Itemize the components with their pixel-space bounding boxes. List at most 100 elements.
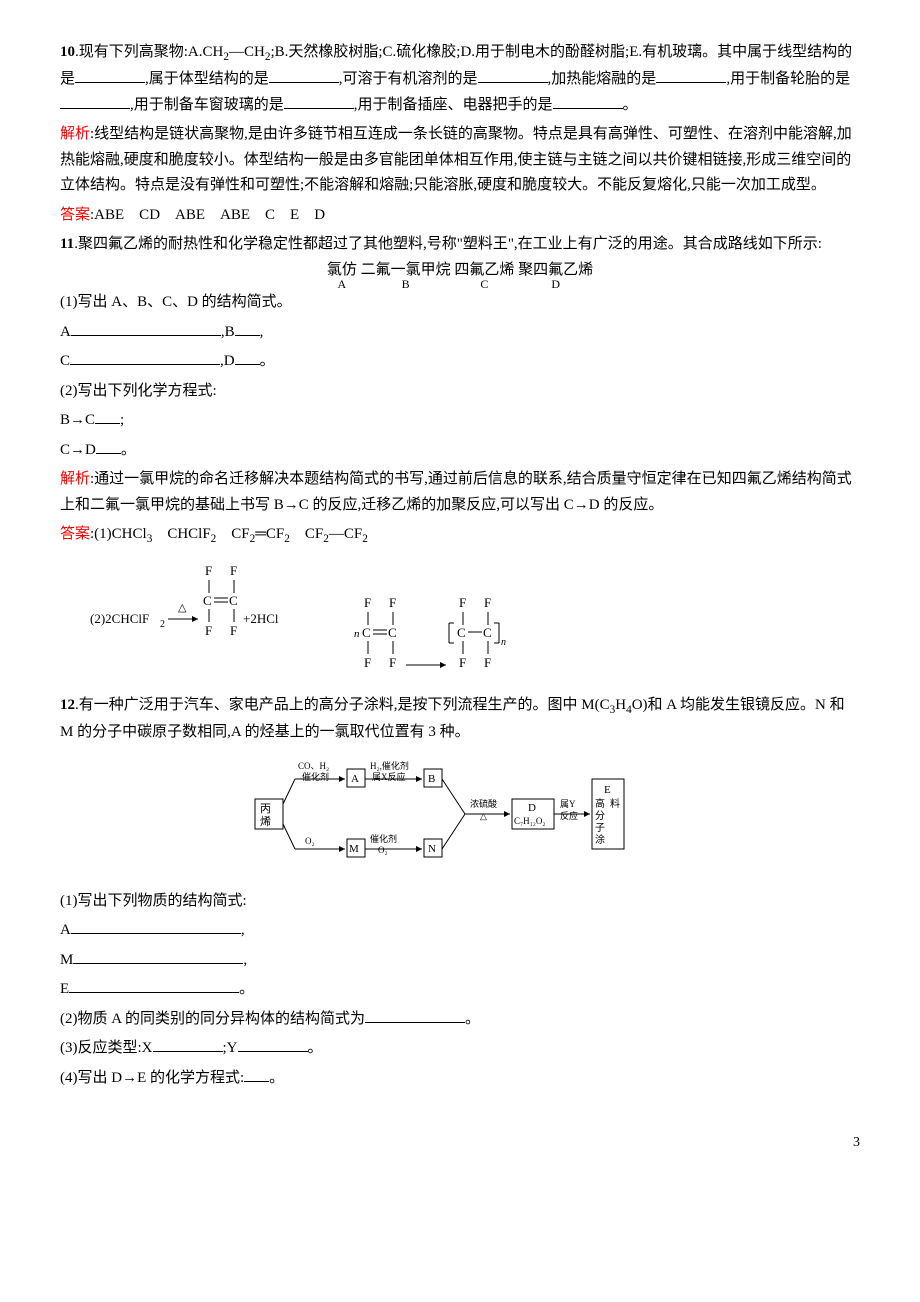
svg-text:(2)2CHClF: (2)2CHClF: [90, 611, 149, 626]
chem-structure-1: (2)2CHClF 2 △ F F C C F F +2HCl: [90, 553, 350, 683]
q12-p2: (2)物质 A 的同类别的同分异构体的结构简式为。: [60, 1007, 860, 1033]
svg-text:F: F: [205, 563, 212, 578]
q11-answer-1: 答案:(1)CHCl3 CHClF2 CF2═CF2 CF2—CF2: [60, 522, 860, 549]
q12-diagram: 丙烯 CO、H₂ 催化剂 A H₂,催化剂 属X反应 B O₂ M 催化剂 O₂…: [60, 749, 860, 889]
svg-text:O₂: O₂: [378, 845, 388, 855]
q11-bc: B→C;: [60, 408, 860, 434]
svg-text:F: F: [459, 655, 466, 670]
q12-A: A,: [60, 918, 860, 944]
svg-text:△: △: [178, 602, 187, 614]
svg-text:催化剂: 催化剂: [302, 771, 329, 782]
blank: [235, 349, 260, 365]
blank: [269, 67, 339, 83]
q12-p1: (1)写出下列物质的结构简式:: [60, 889, 860, 915]
svg-text:属X反应: 属X反应: [372, 771, 406, 782]
svg-text:+2HCl: +2HCl: [243, 611, 279, 626]
svg-text:F: F: [230, 623, 237, 638]
analysis-label: 解析: [60, 471, 90, 487]
svg-text:F: F: [364, 655, 371, 670]
q10-answer: 答案:ABE CD ABE ABE C E D: [60, 203, 860, 229]
chem-structure-2: F F n C C F F F F C C: [354, 593, 634, 683]
svg-text:F: F: [364, 595, 371, 610]
svg-text:CO、H₂: CO、H₂: [298, 761, 329, 771]
svg-text:丙: 丙: [260, 803, 271, 815]
svg-text:料: 料: [610, 797, 620, 810]
blank: [75, 67, 145, 83]
q10-analysis: 解析:线型结构是链状高聚物,是由许多链节相互连成一条长链的高聚物。特点是具有高弹…: [60, 122, 860, 199]
svg-text:D: D: [528, 802, 536, 814]
question-11: 11.聚四氟乙烯的耐热性和化学稳定性都超过了其他塑料,号称"塑料王",在工业上有…: [60, 232, 860, 258]
q10-t1: .现有下列高聚物:A.CH: [75, 44, 223, 60]
svg-text:H₂,催化剂: H₂,催化剂: [370, 760, 409, 771]
blank: [238, 1036, 308, 1052]
q11-num: 11: [60, 236, 74, 252]
q10-num: 10: [60, 44, 75, 60]
svg-text:E: E: [604, 784, 611, 796]
question-10: 10.现有下列高聚物:A.CH2—CH2;B.天然橡胶树脂;C.硫化橡胶;D.用…: [60, 40, 860, 118]
svg-text:浓硫酸: 浓硫酸: [470, 798, 497, 809]
q12-M: M,: [60, 948, 860, 974]
svg-text:2: 2: [160, 619, 165, 630]
svg-text:C: C: [388, 625, 397, 640]
svg-text:F: F: [389, 655, 396, 670]
blank: [553, 93, 623, 109]
svg-text:催化剂: 催化剂: [370, 833, 397, 844]
blank: [69, 977, 239, 993]
svg-text:n: n: [501, 637, 506, 648]
blank: [70, 349, 220, 365]
q11-cd: C→D。: [60, 438, 860, 464]
q11-p2: (2)写出下列化学方程式:: [60, 379, 860, 405]
svg-text:F: F: [484, 595, 491, 610]
analysis-label: 解析: [60, 126, 90, 142]
svg-text:高: 高: [595, 797, 605, 810]
svg-text:F: F: [389, 595, 396, 610]
svg-text:F: F: [484, 655, 491, 670]
q11-p1: (1)写出 A、B、C、D 的结构简式。: [60, 290, 860, 316]
svg-text:子: 子: [595, 822, 605, 834]
svg-text:烯: 烯: [260, 815, 271, 828]
svg-text:O₂: O₂: [305, 836, 315, 846]
svg-text:C: C: [203, 593, 212, 608]
svg-text:C: C: [229, 593, 238, 608]
blank: [71, 320, 221, 336]
q12-num: 12: [60, 697, 75, 713]
blank: [96, 438, 121, 454]
q12-p3: (3)反应类型:X;Y。: [60, 1036, 860, 1062]
question-12: 12.有一种广泛用于汽车、家电产品上的高分子涂料,是按下列流程生产的。图中 M(…: [60, 693, 860, 746]
svg-text:△: △: [480, 811, 487, 821]
flow-diagram: 丙烯 CO、H₂ 催化剂 A H₂,催化剂 属X反应 B O₂ M 催化剂 O₂…: [250, 749, 670, 879]
q11-route: 氯仿A 二氟一氯甲烷B 四氟乙烯C 聚四氟乙烯D: [60, 262, 860, 291]
svg-text:A: A: [351, 773, 359, 785]
blank: [365, 1007, 465, 1023]
svg-text:F: F: [230, 563, 237, 578]
svg-text:反应: 反应: [560, 810, 578, 821]
blank: [656, 67, 726, 83]
blank: [73, 948, 243, 964]
svg-text:分: 分: [595, 810, 605, 822]
svg-text:C: C: [483, 625, 492, 640]
svg-text:属Y: 属Y: [560, 799, 576, 809]
q11-blanks-ab: A,B,: [60, 320, 860, 346]
svg-text:F: F: [205, 623, 212, 638]
answer-label: 答案: [60, 526, 90, 542]
svg-text:C: C: [362, 625, 371, 640]
blank: [244, 1066, 269, 1082]
svg-text:N: N: [428, 843, 436, 855]
q12-p4: (4)写出 D→E 的化学方程式:。: [60, 1066, 860, 1092]
blank: [478, 67, 548, 83]
q12-E: E。: [60, 977, 860, 1003]
answer-label: 答案: [60, 207, 90, 223]
q11-analysis: 解析:通过一氯甲烷的命名迁移解决本题结构简式的书写,通过前后信息的联系,结合质量…: [60, 467, 860, 518]
blank: [71, 918, 241, 934]
blank: [284, 93, 354, 109]
blank: [60, 93, 130, 109]
q11-answer-2: (2)2CHClF 2 △ F F C C F F +2HCl F F n C: [90, 553, 860, 693]
blank: [95, 408, 120, 424]
blank: [235, 320, 260, 336]
q11-blanks-cd: C,D。: [60, 349, 860, 375]
svg-text:C: C: [457, 625, 466, 640]
page-number: 3: [60, 1131, 860, 1155]
svg-text:F: F: [459, 595, 466, 610]
blank: [153, 1036, 223, 1052]
svg-text:M: M: [349, 843, 359, 855]
